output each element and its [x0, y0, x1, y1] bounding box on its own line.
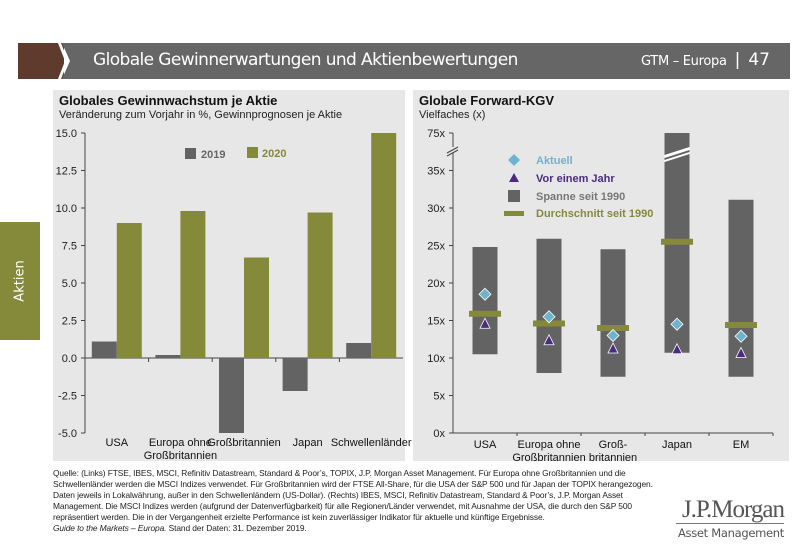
header-accent — [18, 43, 64, 79]
bar-2019 — [346, 343, 372, 358]
page-title: Globale Gewinnerwartungen und Aktienbewe… — [93, 50, 518, 70]
y-tick-label: 0.0 — [62, 353, 77, 365]
y-tick-label: 25x — [427, 241, 445, 253]
y-tick-label: -2.5 — [58, 391, 77, 403]
current-diamond — [734, 329, 748, 343]
legend-label-2020: 2020 — [262, 148, 286, 160]
year-ago-triangle — [543, 333, 555, 346]
x-label: Großbritannien — [207, 437, 280, 449]
left-chart-title: Globales Gewinnwachstum je Aktie — [59, 93, 278, 108]
bar-2020 — [371, 133, 397, 358]
y-tick-label: 5.0 — [62, 278, 77, 290]
logo-sub: Asset Management — [677, 526, 784, 540]
year-ago-triangle — [735, 346, 747, 358]
legend-range-icon — [508, 190, 520, 202]
footer-source: Quelle: (Links) FTSE, IBES, MSCI, Refini… — [53, 468, 653, 534]
average-marker — [725, 322, 757, 328]
x-label: Europa ohne — [518, 439, 581, 451]
series-label: GTM – Europa — [641, 54, 727, 69]
year-ago-triangle — [607, 342, 619, 354]
year-ago-triangle — [671, 342, 683, 355]
current-diamond — [542, 310, 556, 324]
bar-2020 — [244, 257, 269, 358]
legend-label: Spanne seit 1990 — [536, 191, 625, 203]
legend-label-2019: 2019 — [201, 149, 225, 161]
x-label: EM — [733, 439, 750, 451]
legend-label: Durchschnitt seit 1990 — [536, 208, 653, 220]
year-ago-triangle — [479, 317, 491, 329]
divider: | — [734, 50, 741, 70]
legend-average-icon — [504, 211, 524, 216]
bar-2019 — [155, 355, 181, 358]
x-label: Europa ohne — [149, 437, 212, 449]
header-right: GTM – Europa | 47 — [641, 50, 770, 70]
legend-triangle-icon — [509, 173, 519, 182]
legend-swatch-2020 — [247, 147, 258, 158]
x-label: Großbritannien — [144, 450, 217, 462]
legend-label: Aktuell — [536, 155, 573, 167]
page-number: 47 — [748, 50, 770, 70]
y-tick-label: 10x — [427, 353, 445, 365]
axis-break-mark — [446, 146, 459, 154]
legend-swatch-2019 — [185, 148, 196, 159]
bar-2019 — [91, 341, 117, 358]
average-marker — [469, 310, 501, 317]
left-chart-subtitle: Veränderung zum Vorjahr in %, Gewinnprog… — [59, 109, 343, 121]
right-chart-subtitle: Vielfaches (x) — [419, 109, 486, 121]
average-marker — [597, 325, 629, 331]
range-bar — [600, 249, 626, 377]
bar-2020 — [116, 223, 142, 358]
jpmorgan-logo: J.P.Morgan Asset Management — [676, 497, 785, 540]
y-tick-label: 30x — [427, 203, 445, 215]
y-tick-label: 10.0 — [56, 203, 77, 215]
header-bar — [62, 43, 790, 79]
y-tick-label: 12.5 — [56, 166, 77, 178]
x-label: Japan — [293, 437, 323, 449]
date-text: Stand der Daten: 31. Dezember 2019. — [168, 523, 307, 533]
bar-2020 — [307, 212, 333, 358]
y-tick-label: 5x — [433, 391, 445, 403]
bar-2019 — [282, 358, 308, 391]
y-tick-label: 15.0 — [56, 128, 77, 140]
x-label: USA — [474, 439, 497, 451]
range-bar — [536, 238, 562, 373]
guide-text: Guide to the Markets – Europa. — [53, 523, 167, 533]
axis-break-stripe — [664, 147, 690, 158]
x-label: Schwellenländer — [331, 437, 412, 449]
average-marker — [661, 238, 693, 245]
y-tick-label: 75x — [427, 128, 445, 140]
y-tick-label: 2.5 — [62, 316, 77, 328]
sidebar-tab-aktien[interactable]: Aktien — [0, 222, 40, 340]
y-tick-label: 0x — [433, 428, 445, 440]
x-label: Groß- — [599, 439, 628, 451]
legend-label: Vor einem Jahr — [536, 173, 615, 185]
current-diamond — [670, 317, 684, 331]
axis-break-stripe — [664, 152, 690, 162]
y-tick-label: 35x — [427, 166, 445, 178]
x-label: USA — [105, 437, 128, 449]
logo-name: J.P.Morgan — [676, 497, 785, 524]
axis-break-mark — [446, 149, 459, 157]
current-diamond — [606, 328, 620, 343]
x-label: britannien — [589, 452, 637, 464]
y-tick-label: 20x — [427, 278, 445, 290]
source-text: Quelle: (Links) FTSE, IBES, MSCI, Refini… — [53, 468, 653, 522]
x-label: Großbritannien — [512, 452, 585, 464]
right-chart-title: Globale Forward-KGV — [419, 93, 555, 108]
current-diamond — [478, 287, 492, 301]
average-marker — [533, 320, 565, 327]
bar-2019 — [219, 358, 244, 433]
y-tick-label: -5.0 — [58, 428, 77, 440]
x-label: Japan — [662, 439, 692, 451]
y-tick-label: 15x — [427, 316, 445, 328]
bar-2020 — [180, 211, 206, 358]
y-tick-label: 7.5 — [62, 241, 77, 253]
legend-diamond-icon — [508, 154, 520, 166]
